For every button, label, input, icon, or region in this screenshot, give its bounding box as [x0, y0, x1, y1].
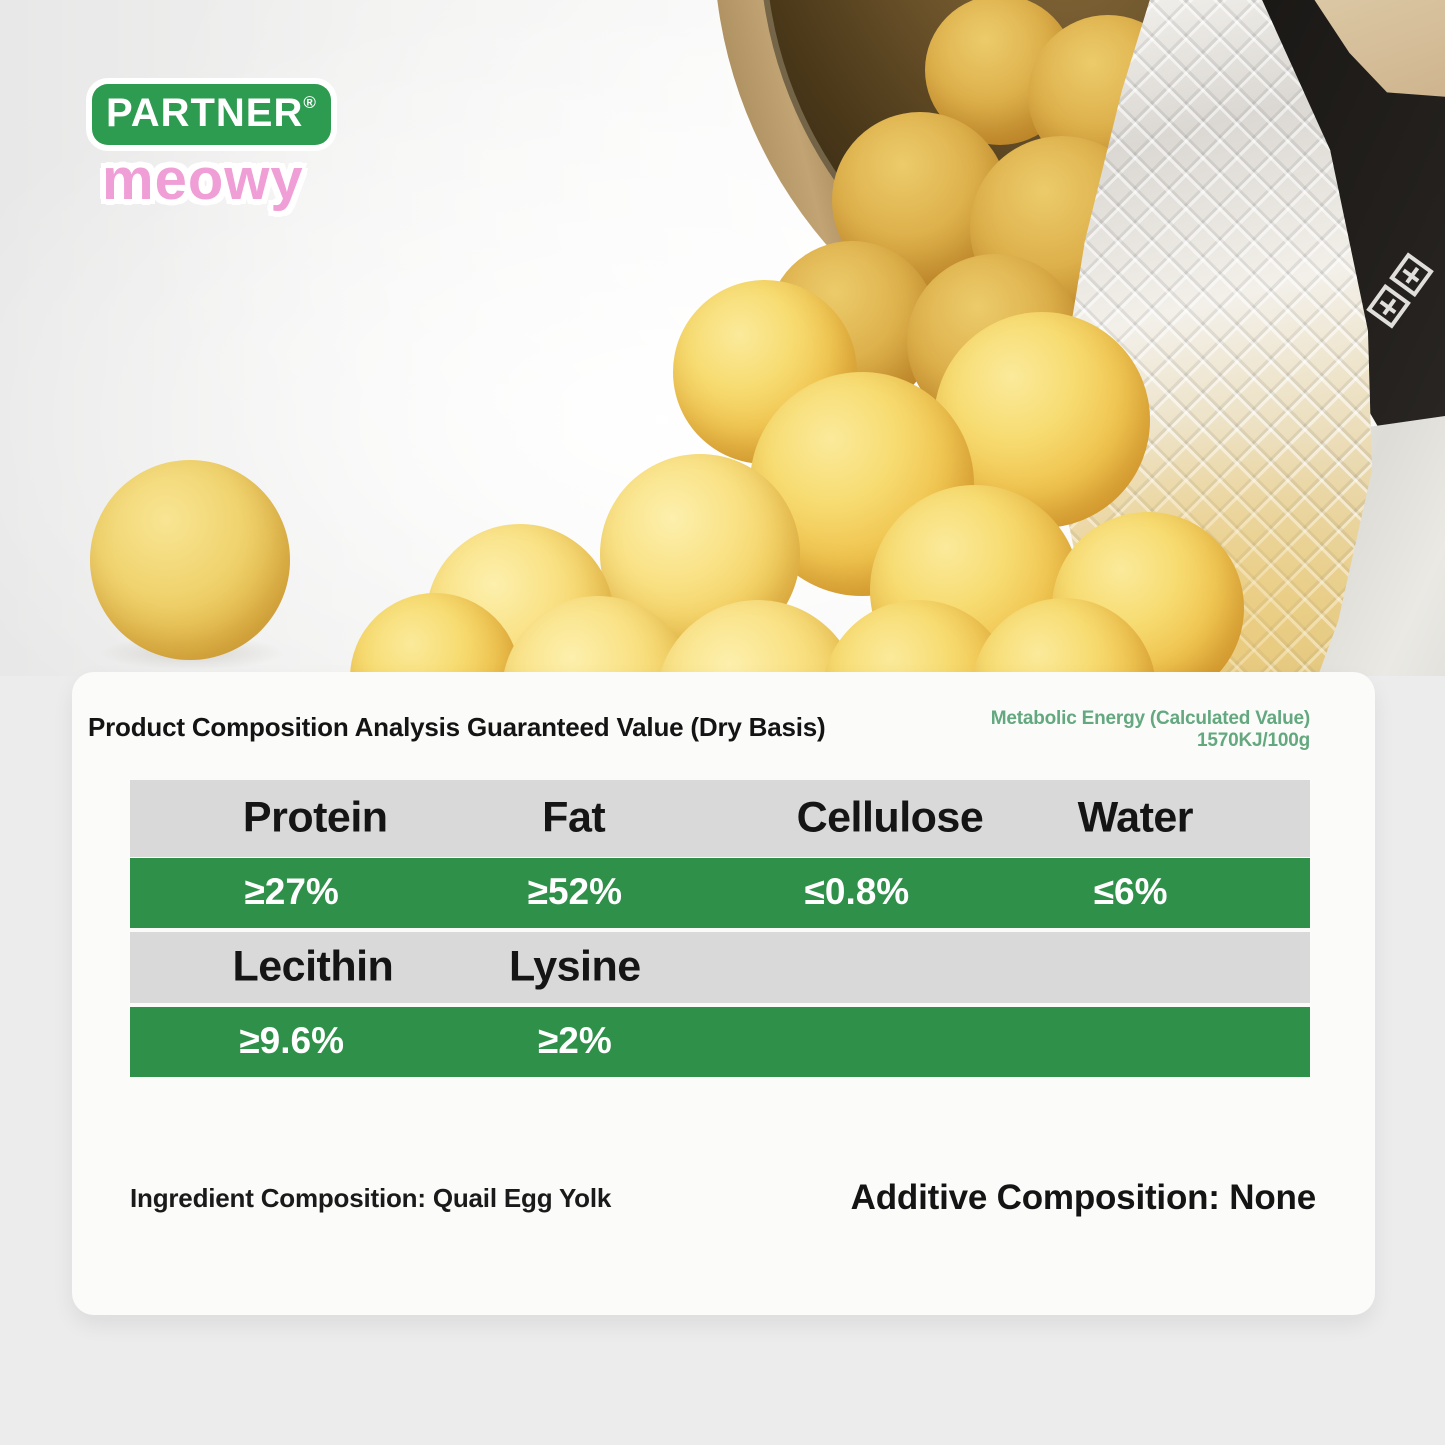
nutrient-value: ≥27%: [244, 871, 339, 913]
info-card: Product Composition Analysis Guaranteed …: [72, 672, 1375, 1315]
metabolic-energy: Metabolic Energy (Calculated Value) 1570…: [991, 708, 1310, 753]
nutrient-header: Fat: [542, 793, 606, 842]
nutrient-header: Lysine: [509, 942, 641, 991]
nutrient-header: Cellulose: [796, 793, 984, 842]
nutrient-header: Water: [1077, 793, 1194, 842]
nutrient-value-row-1: ≥27% ≥52% ≤0.8% ≤6%: [130, 858, 1310, 928]
nutrient-header-row-1: Protein Fat Cellulose Water: [130, 780, 1310, 857]
nutrient-value: ≤6%: [1093, 871, 1168, 913]
nutrient-header-row-2: Lecithin Lysine: [130, 932, 1310, 1003]
ingredient-composition: Ingredient Composition: Quail Egg Yolk: [130, 1182, 612, 1213]
meowy-wordmark: meowy: [102, 147, 304, 212]
metabolic-energy-label: Metabolic Energy (Calculated Value): [990, 708, 1310, 729]
partner-wordmark: PARTNER®: [92, 84, 331, 145]
nutrient-value: ≥52%: [527, 871, 623, 913]
card-footer: Ingredient Composition: Quail Egg Yolk A…: [72, 1170, 1375, 1226]
registered-mark: ®: [303, 93, 317, 112]
yolk-ball: [90, 460, 290, 660]
additive-composition: Additive Composition: None: [850, 1178, 1317, 1217]
nutrient-header: Protein: [242, 793, 388, 842]
card-title: Product Composition Analysis Guaranteed …: [88, 712, 826, 742]
nutrient-header: Lecithin: [232, 942, 394, 991]
nutrient-value-row-2: ≥9.6% ≥2%: [130, 1007, 1310, 1077]
nutrient-value: ≥9.6%: [239, 1020, 344, 1062]
nutrient-value: ≥2%: [537, 1020, 612, 1062]
metabolic-energy-value: 1570KJ/100g: [1197, 730, 1310, 752]
partner-wordmark-text: PARTNER: [106, 91, 304, 135]
brand-logo: PARTNER® meowy: [92, 84, 331, 209]
nutrient-value: ≤0.8%: [804, 871, 910, 913]
product-photo: [0, 0, 1445, 676]
